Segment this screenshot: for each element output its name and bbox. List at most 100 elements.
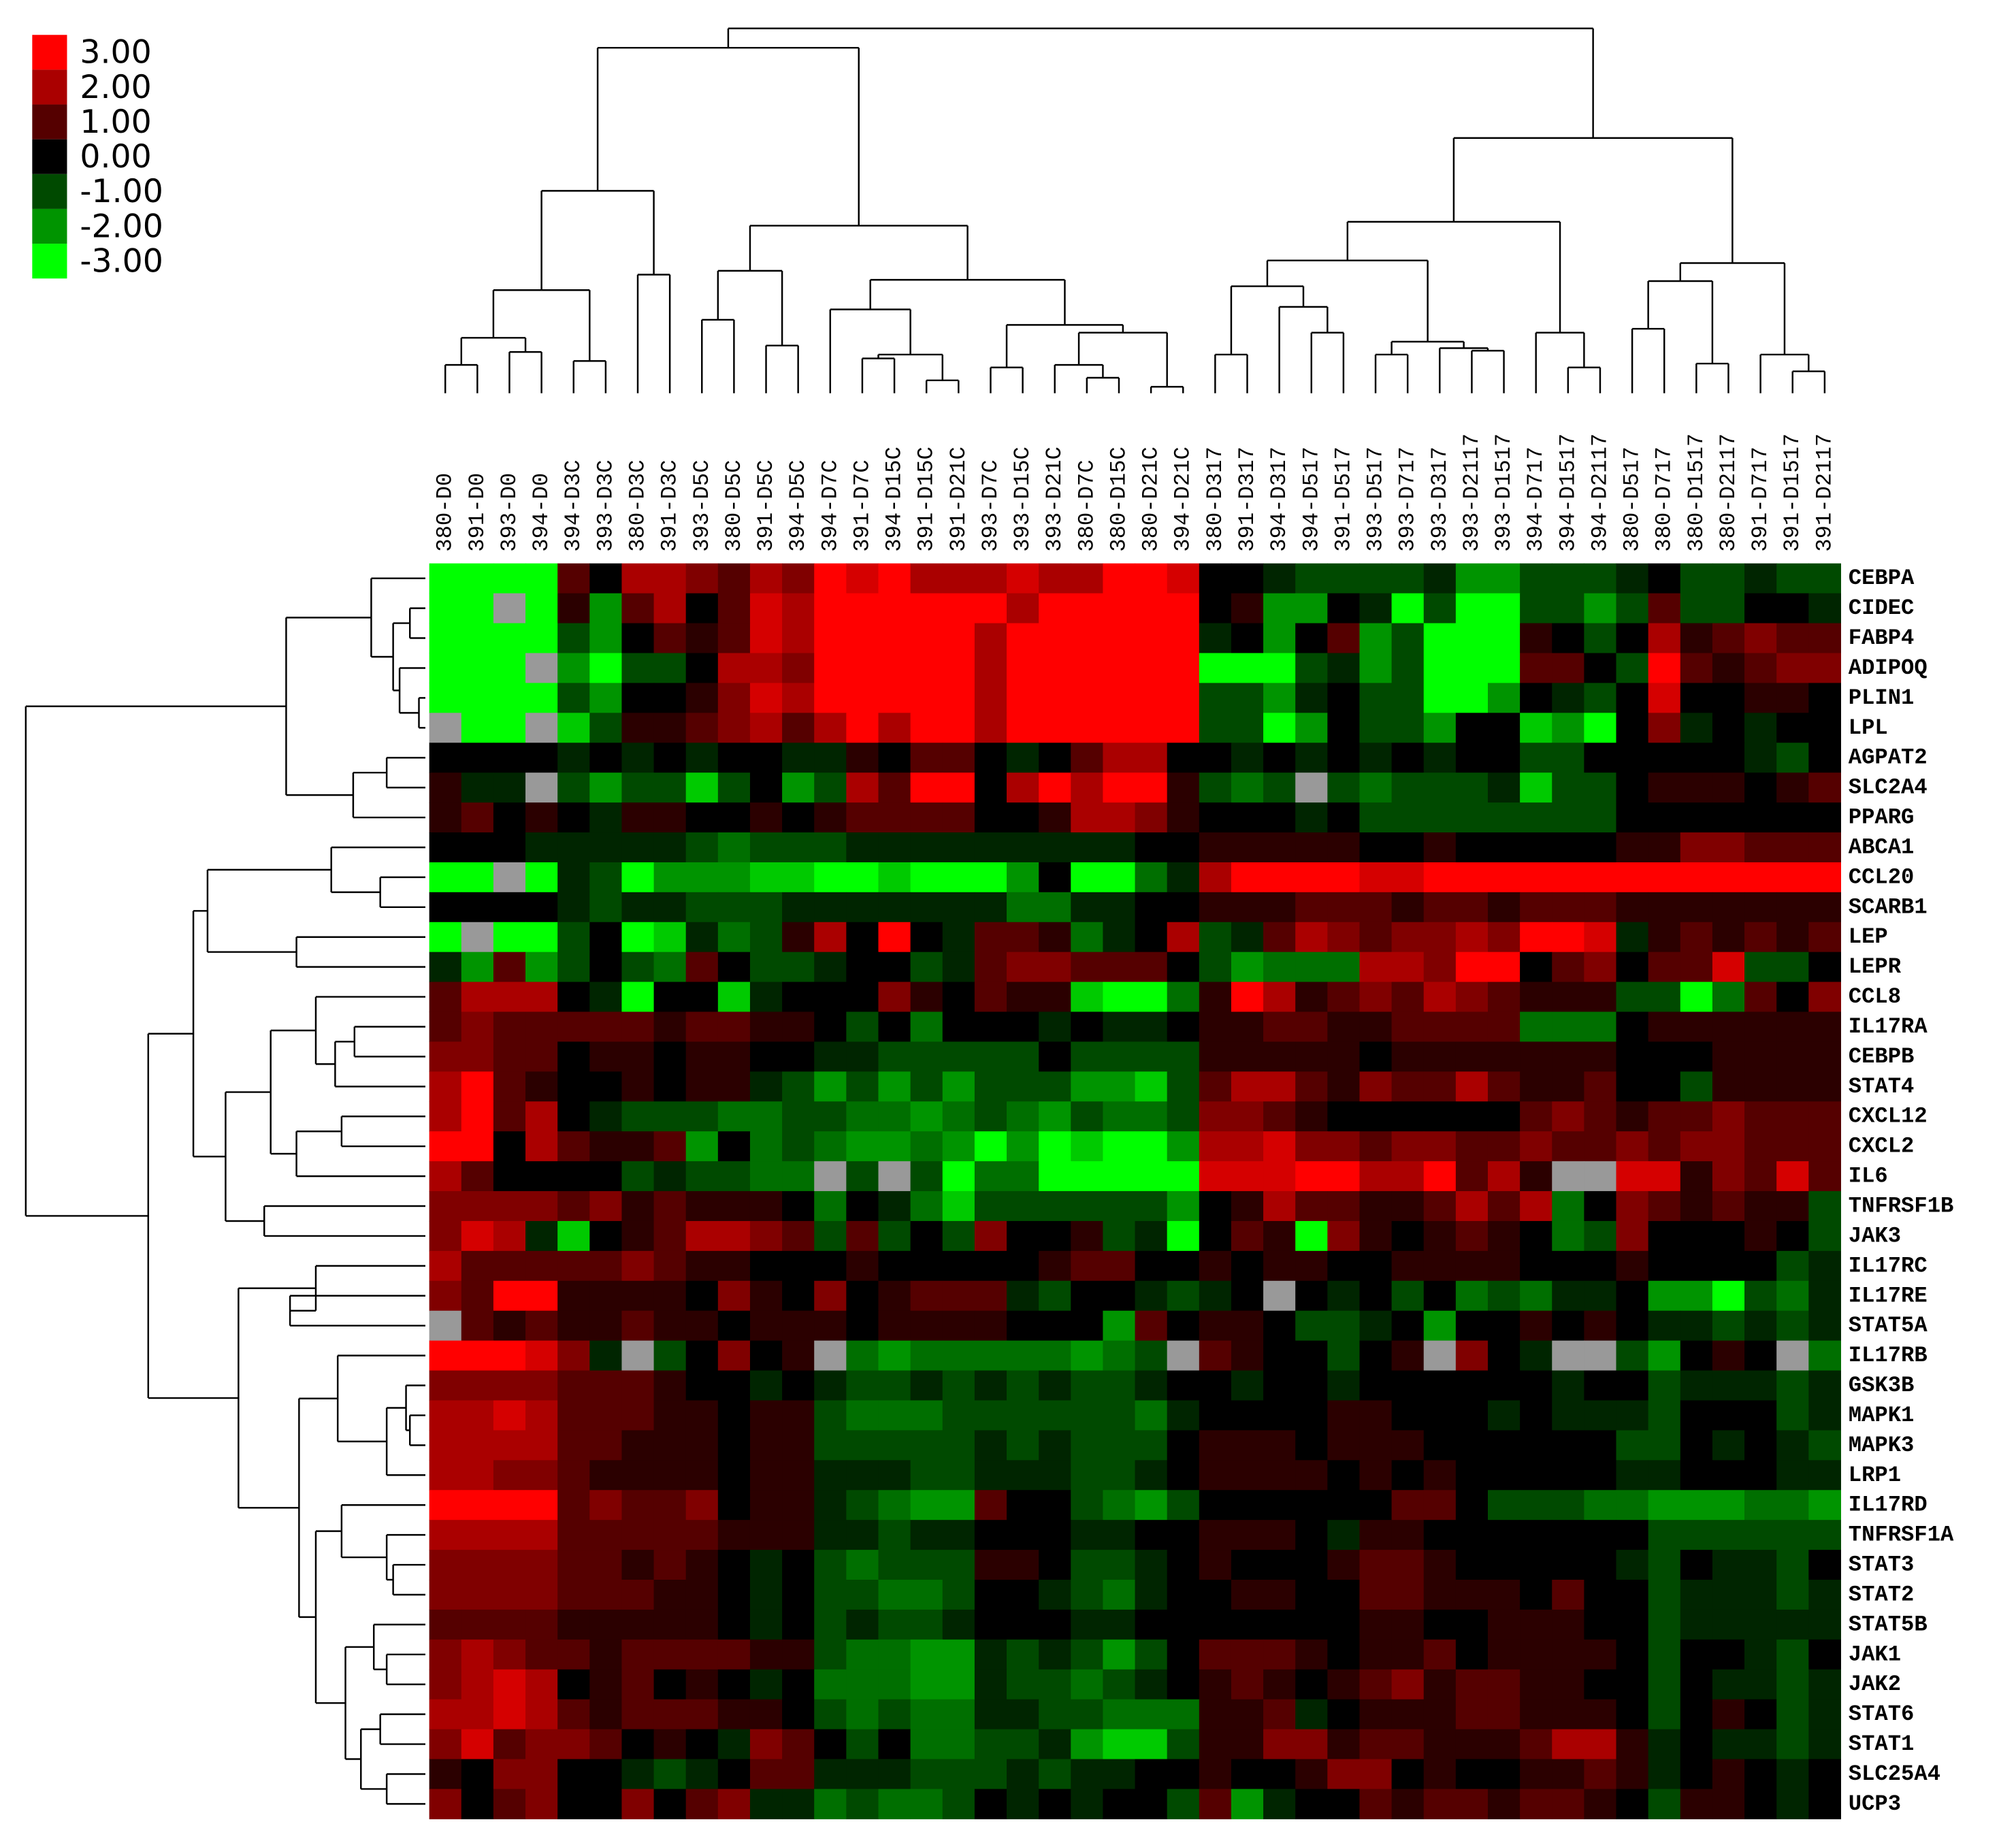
heatmap-cell bbox=[846, 981, 879, 1013]
heatmap-cell bbox=[1039, 683, 1071, 713]
heatmap-cell bbox=[1616, 1131, 1649, 1162]
column-label: 380-D15C bbox=[1106, 446, 1131, 552]
heatmap-cell bbox=[1071, 683, 1103, 713]
heatmap-cell bbox=[814, 623, 847, 654]
heatmap-cell bbox=[1616, 1639, 1649, 1670]
heatmap-cell bbox=[974, 1400, 1007, 1431]
heatmap-cell bbox=[846, 1460, 879, 1491]
heatmap-cell bbox=[1359, 1041, 1393, 1072]
heatmap-cell bbox=[846, 593, 879, 624]
heatmap-cell bbox=[1552, 1430, 1584, 1461]
heatmap-cell bbox=[1776, 1639, 1809, 1670]
heatmap-cell bbox=[1520, 1101, 1552, 1132]
heatmap-cell bbox=[1295, 1250, 1328, 1282]
heatmap-cell bbox=[878, 713, 911, 743]
heatmap-cell bbox=[429, 1759, 462, 1790]
heatmap-cell bbox=[749, 1580, 783, 1610]
heatmap-cell bbox=[1231, 773, 1264, 803]
heatmap-cell bbox=[493, 1250, 526, 1282]
heatmap-cell bbox=[493, 593, 526, 624]
heatmap-cell bbox=[1391, 1250, 1425, 1282]
heatmap-cell bbox=[1199, 1280, 1232, 1312]
row-label: MAPK1 bbox=[1849, 1403, 1915, 1428]
heatmap-cell bbox=[814, 1639, 847, 1670]
heatmap-cell bbox=[1199, 952, 1232, 983]
heatmap-cell bbox=[653, 1280, 687, 1312]
heatmap-cell bbox=[1007, 563, 1039, 594]
heatmap-cell bbox=[1776, 1161, 1809, 1192]
heatmap-cell bbox=[1039, 952, 1071, 983]
row-label: LEP bbox=[1849, 924, 1888, 949]
heatmap-cell bbox=[717, 1131, 751, 1162]
heatmap-cell bbox=[1327, 802, 1361, 833]
heatmap-cell bbox=[1359, 1101, 1393, 1132]
heatmap-cell bbox=[1295, 1699, 1328, 1730]
heatmap-cell bbox=[814, 1699, 847, 1730]
heatmap-cell bbox=[1103, 1520, 1136, 1550]
heatmap-cell bbox=[1680, 1729, 1713, 1760]
heatmap-cell bbox=[429, 952, 462, 983]
heatmap-cell bbox=[1712, 952, 1745, 983]
heatmap-cell bbox=[717, 743, 751, 773]
heatmap-cell bbox=[429, 713, 462, 743]
heatmap-cell bbox=[1071, 1430, 1103, 1461]
heatmap-cell bbox=[1391, 1580, 1425, 1610]
heatmap-cell bbox=[1520, 1520, 1552, 1550]
heatmap-cell bbox=[1744, 1789, 1777, 1819]
heatmap-cell bbox=[1520, 623, 1552, 654]
heatmap-cell bbox=[1391, 1310, 1425, 1342]
heatmap-cell bbox=[589, 1041, 623, 1072]
heatmap-cell bbox=[429, 563, 462, 594]
heatmap-cell bbox=[1616, 563, 1649, 594]
heatmap-cell bbox=[621, 1460, 655, 1491]
row-label: STAT4 bbox=[1849, 1074, 1915, 1099]
heatmap-cell bbox=[878, 862, 911, 893]
heatmap-cell bbox=[1391, 683, 1425, 713]
heatmap-cell bbox=[461, 1071, 494, 1102]
heatmap-cell bbox=[1648, 832, 1681, 863]
heatmap-cell bbox=[653, 1490, 687, 1521]
heatmap-cell bbox=[1231, 1580, 1264, 1610]
heatmap-cell bbox=[1455, 1370, 1489, 1401]
heatmap-cell bbox=[1071, 1699, 1103, 1730]
heatmap-cell bbox=[653, 1220, 687, 1252]
heatmap-cell bbox=[1391, 1609, 1425, 1640]
heatmap-cell bbox=[1712, 1609, 1745, 1640]
heatmap-cell bbox=[1552, 1490, 1584, 1521]
heatmap-cell bbox=[782, 1250, 815, 1282]
heatmap-cell bbox=[1263, 1011, 1296, 1043]
heatmap-cell bbox=[1520, 1191, 1552, 1222]
heatmap-cell bbox=[1808, 653, 1842, 683]
heatmap-cell bbox=[1071, 1191, 1103, 1222]
heatmap-cell bbox=[1391, 593, 1425, 624]
heatmap-cell bbox=[685, 1609, 719, 1640]
heatmap-cell bbox=[1071, 773, 1103, 803]
heatmap-cell bbox=[1680, 593, 1713, 624]
heatmap-cell bbox=[1327, 623, 1361, 654]
heatmap-cell bbox=[429, 1430, 462, 1461]
heatmap-cell bbox=[974, 862, 1007, 893]
column-label: 391-D7C bbox=[849, 459, 875, 551]
heatmap-cell bbox=[1039, 593, 1071, 624]
heatmap-cell bbox=[1359, 802, 1393, 833]
heatmap-cell bbox=[589, 1759, 623, 1790]
heatmap-cell bbox=[1199, 623, 1232, 654]
heatmap-cell bbox=[749, 563, 783, 594]
heatmap-cell bbox=[1135, 1460, 1168, 1491]
heatmap-cell bbox=[1520, 1250, 1552, 1282]
row-label: JAK3 bbox=[1849, 1223, 1901, 1248]
heatmap-cell bbox=[1616, 1370, 1649, 1401]
heatmap-cell bbox=[1744, 1101, 1777, 1132]
heatmap-cell bbox=[685, 1340, 719, 1371]
heatmap-cell bbox=[493, 1131, 526, 1162]
heatmap-cell bbox=[1199, 593, 1232, 624]
heatmap-cell bbox=[1391, 892, 1425, 923]
heatmap-cell bbox=[749, 1041, 783, 1072]
heatmap-cell bbox=[429, 1669, 462, 1700]
column-label: 394-D517 bbox=[1299, 446, 1324, 552]
heatmap-cell bbox=[1584, 1041, 1617, 1072]
heatmap-cell bbox=[461, 1520, 494, 1550]
heatmap-cell bbox=[1103, 981, 1136, 1013]
heatmap-cell bbox=[1776, 1520, 1809, 1550]
heatmap-cell bbox=[1263, 1759, 1296, 1790]
